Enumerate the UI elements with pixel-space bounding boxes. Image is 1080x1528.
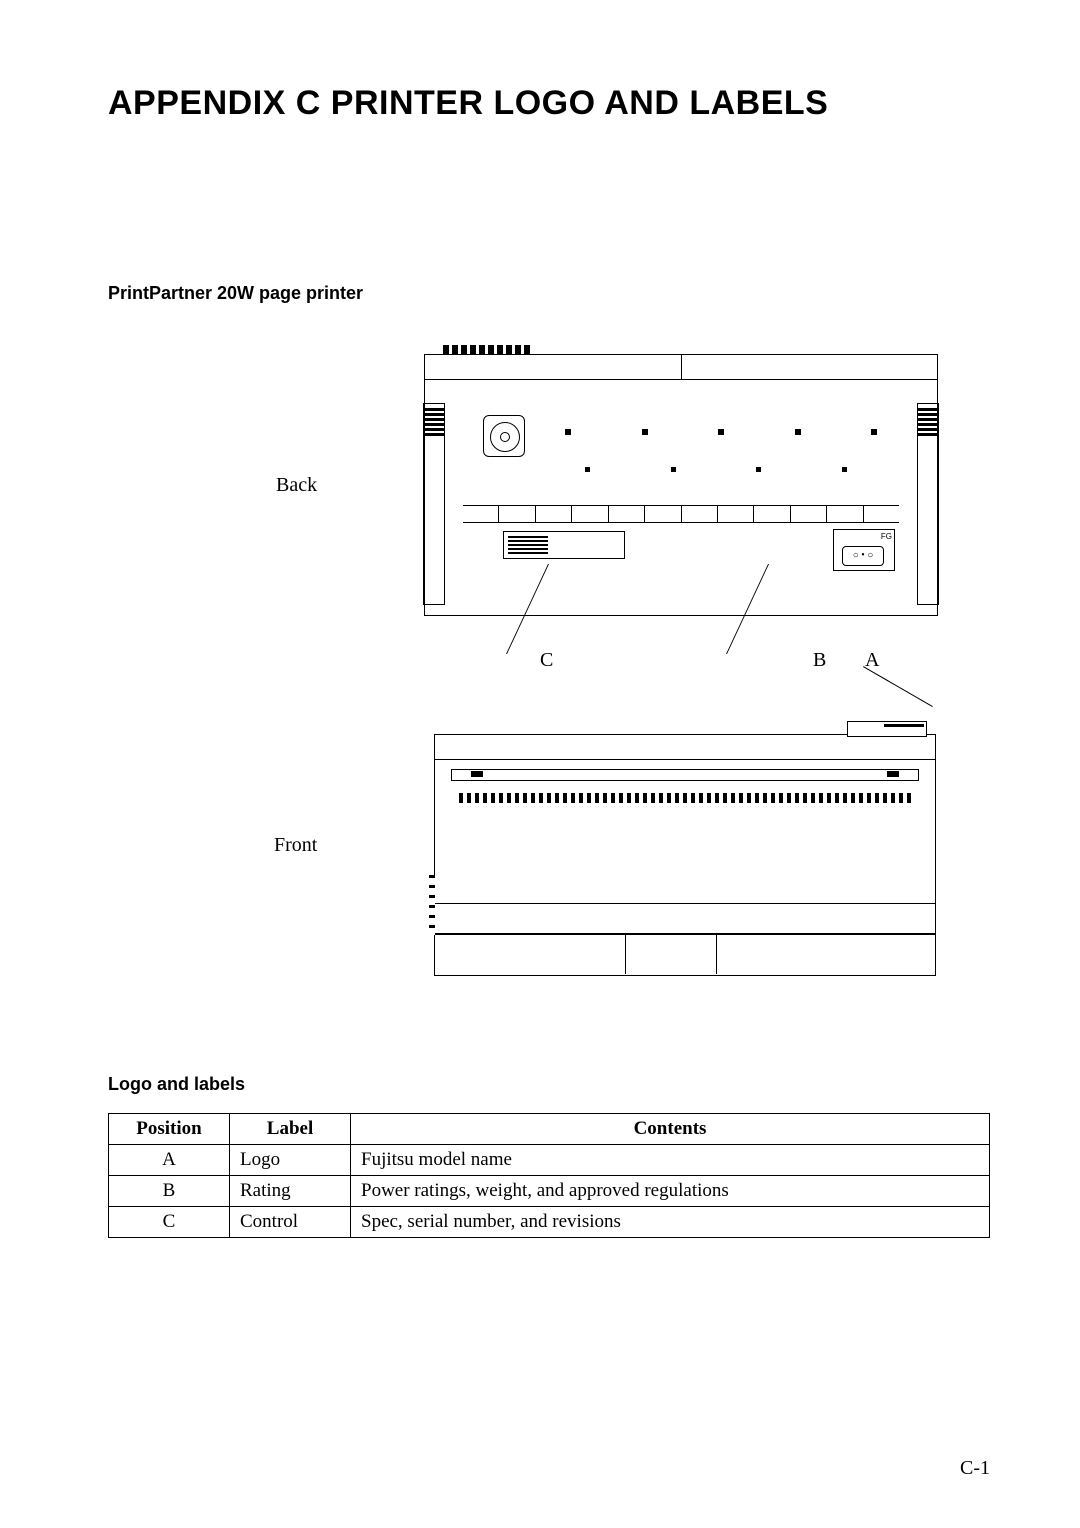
output-slot: [451, 769, 919, 781]
cell-position: C: [109, 1207, 230, 1238]
table-header-row: Position Label Contents: [109, 1114, 990, 1145]
cell-label: Control: [230, 1207, 351, 1238]
callout-b: B: [813, 649, 826, 672]
fg-text: FG: [881, 532, 892, 541]
front-view-label: Front: [274, 834, 317, 857]
leader-line-a: [863, 666, 933, 708]
power-inlet-area: FG: [833, 529, 895, 571]
ac-inlet-icon: [842, 546, 884, 566]
right-column: [917, 403, 939, 605]
back-view-label: Back: [276, 474, 317, 497]
table-row: C Control Spec, serial number, and revis…: [109, 1207, 990, 1238]
labels-table: Position Label Contents A Logo Fujitsu m…: [108, 1113, 990, 1238]
callout-c: C: [540, 649, 553, 672]
paper-tray-1: [435, 903, 935, 935]
cell-contents: Power ratings, weight, and approved regu…: [351, 1176, 990, 1207]
table-row: A Logo Fujitsu model name: [109, 1145, 990, 1176]
col-label: Label: [230, 1114, 351, 1145]
callout-a: A: [865, 649, 879, 672]
paper-tray-2: [435, 933, 935, 974]
col-position: Position: [109, 1114, 230, 1145]
table-row: B Rating Power ratings, weight, and appr…: [109, 1176, 990, 1207]
cell-position: A: [109, 1145, 230, 1176]
fan-icon: [483, 415, 525, 457]
indicator-right: [887, 771, 899, 777]
page: APPENDIX C PRINTER LOGO AND LABELS Print…: [0, 0, 1080, 1528]
indicator-left: [471, 771, 483, 777]
printer-front-illustration: [434, 734, 936, 976]
screw-row-1: [565, 429, 877, 435]
page-number: C-1: [960, 1457, 990, 1480]
table-heading: Logo and labels: [108, 1074, 990, 1095]
top-tray: [435, 735, 935, 760]
screw-row-2: [585, 467, 847, 472]
cell-contents: Spec, serial number, and revisions: [351, 1207, 990, 1238]
figure-area: Back Front FG: [108, 344, 990, 1004]
cell-label: Rating: [230, 1176, 351, 1207]
left-column: [423, 403, 445, 605]
col-contents: Contents: [351, 1114, 990, 1145]
appendix-title: APPENDIX C PRINTER LOGO AND LABELS: [108, 84, 990, 123]
vent-row-icon: [459, 793, 911, 803]
cell-position: B: [109, 1176, 230, 1207]
product-name: PrintPartner 20W page printer: [108, 283, 990, 304]
top-ridge: [425, 355, 937, 380]
rating-label-plate: [503, 531, 625, 559]
mid-panel: [463, 505, 899, 523]
top-vent-icon: [443, 345, 531, 355]
cell-label: Logo: [230, 1145, 351, 1176]
printer-back-illustration: FG: [424, 354, 938, 616]
cell-contents: Fujitsu model name: [351, 1145, 990, 1176]
